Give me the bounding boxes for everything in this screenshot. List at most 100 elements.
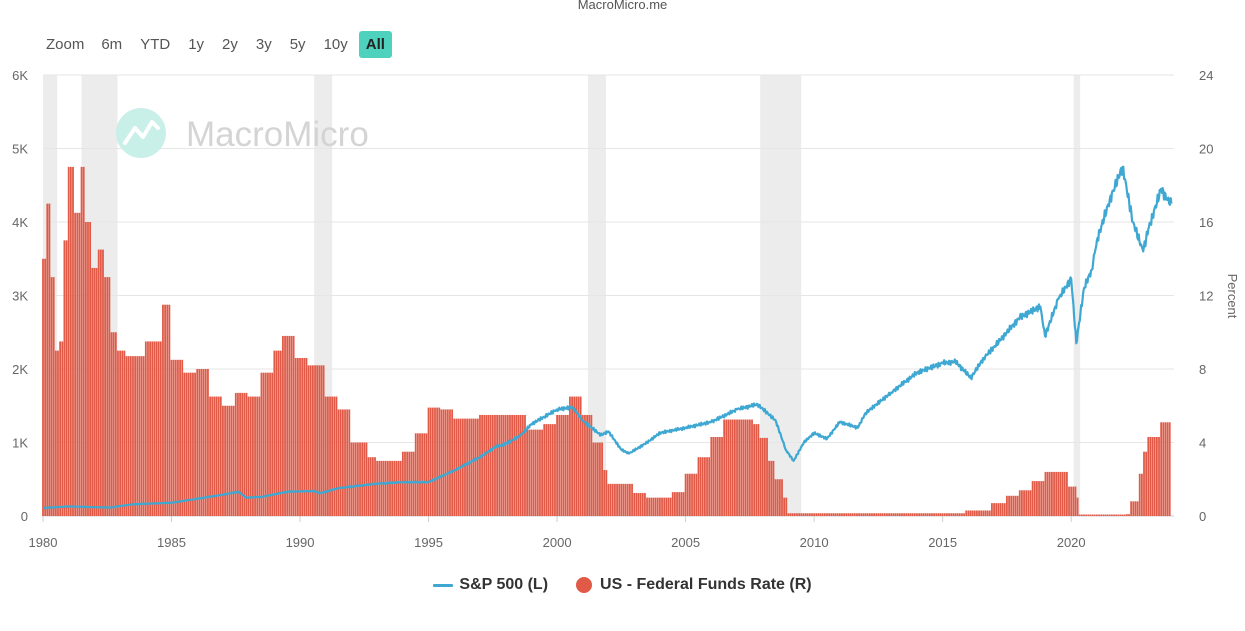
ffr-bar[interactable] [397, 460, 400, 516]
ffr-bar[interactable] [913, 513, 916, 516]
ffr-bar[interactable] [708, 457, 711, 516]
ffr-bar[interactable] [301, 357, 304, 516]
ffr-bar[interactable] [616, 483, 618, 516]
ffr-bar[interactable] [669, 497, 672, 516]
ffr-bar[interactable] [922, 513, 925, 516]
ffr-bar[interactable] [1072, 486, 1075, 516]
ffr-bar[interactable] [307, 365, 310, 516]
ffr-bar[interactable] [371, 457, 374, 516]
ffr-bar[interactable] [624, 483, 627, 516]
ffr-bar[interactable] [378, 460, 381, 516]
ffr-bar[interactable] [701, 457, 704, 516]
ffr-bar[interactable] [316, 365, 319, 516]
ffr-bar[interactable] [757, 424, 760, 516]
ffr-bar[interactable] [211, 396, 214, 516]
ffr-bar[interactable] [1029, 490, 1032, 516]
ffr-bar[interactable] [746, 419, 749, 516]
ffr-bar[interactable] [144, 341, 147, 516]
ffr-bar[interactable] [331, 396, 334, 516]
ffr-bar[interactable] [451, 409, 454, 516]
ffr-bar[interactable] [1038, 481, 1040, 516]
ffr-bar[interactable] [1055, 471, 1058, 516]
ffr-bar[interactable] [153, 341, 156, 516]
ffr-bar[interactable] [961, 513, 963, 516]
ffr-bar[interactable] [1145, 451, 1148, 516]
ffr-bar[interactable] [1021, 490, 1023, 516]
ffr-bar[interactable] [339, 409, 342, 516]
zoom-ytd-button[interactable]: YTD [140, 36, 171, 53]
ffr-bar[interactable] [1051, 471, 1053, 516]
ffr-bar[interactable] [851, 513, 854, 516]
ffr-bar[interactable] [693, 473, 696, 516]
ffr-bar[interactable] [654, 497, 657, 516]
ffr-bar[interactable] [179, 359, 181, 516]
ffr-bar[interactable] [907, 513, 910, 516]
ffr-bar[interactable] [500, 414, 503, 516]
ffr-bar[interactable] [999, 503, 1002, 516]
ffr-bar[interactable] [806, 513, 809, 516]
ffr-bar[interactable] [532, 429, 535, 516]
ffr-bar[interactable] [826, 513, 828, 516]
ffr-bar[interactable] [108, 277, 111, 516]
ffr-bar[interactable] [262, 372, 265, 516]
ffr-bar[interactable] [622, 483, 625, 516]
ffr-bar[interactable] [646, 497, 648, 516]
ffr-bar[interactable] [354, 442, 357, 517]
ffr-bar[interactable] [44, 258, 47, 516]
ffr-bar[interactable] [269, 372, 271, 516]
ffr-bar[interactable] [183, 372, 186, 516]
ffr-bar[interactable] [228, 405, 231, 516]
ffr-bar[interactable] [727, 419, 730, 516]
ffr-bar[interactable] [52, 277, 55, 516]
ffr-bar[interactable] [665, 497, 668, 516]
ffr-bar[interactable] [1042, 481, 1045, 516]
ffr-bar[interactable] [635, 493, 638, 516]
ffr-bar[interactable] [710, 436, 713, 516]
ffr-bar[interactable] [282, 335, 284, 516]
ffr-bar[interactable] [1160, 422, 1163, 516]
ffr-bar[interactable] [121, 350, 124, 516]
ffr-bar[interactable] [736, 419, 738, 516]
legend-item-ffr[interactable]: US - Federal Funds Rate (R) [576, 576, 812, 594]
ffr-bar[interactable] [1168, 422, 1171, 516]
ffr-bar[interactable] [1061, 471, 1064, 516]
ffr-bar[interactable] [1155, 436, 1158, 516]
ffr-bar[interactable] [898, 513, 901, 516]
ffr-bar[interactable] [952, 513, 955, 516]
ffr-bar[interactable] [1057, 471, 1060, 516]
ffr-bar[interactable] [1164, 422, 1167, 516]
ffr-bar[interactable] [890, 513, 893, 516]
ffr-bar[interactable] [796, 513, 798, 516]
ffr-bar[interactable] [596, 442, 599, 517]
ffr-bar[interactable] [374, 457, 376, 516]
ffr-bar[interactable] [661, 497, 663, 516]
ffr-bar[interactable] [132, 356, 134, 516]
ffr-bar[interactable] [566, 414, 569, 516]
ffr-bar[interactable] [946, 513, 948, 516]
ffr-bar[interactable] [684, 473, 687, 516]
ffr-bar[interactable] [811, 513, 813, 516]
ffr-bar[interactable] [1121, 514, 1124, 516]
ffr-bar[interactable] [751, 419, 753, 516]
ffr-bar[interactable] [494, 414, 496, 516]
ffr-bar[interactable] [384, 460, 387, 516]
ffr-bar[interactable] [526, 429, 529, 516]
ffr-bar[interactable] [267, 372, 269, 516]
ffr-bar[interactable] [95, 267, 98, 516]
ffr-bar[interactable] [410, 451, 413, 516]
ffr-bar[interactable] [995, 503, 998, 516]
ffr-bar[interactable] [969, 510, 972, 516]
ffr-bar[interactable] [1085, 514, 1088, 516]
ffr-bar[interactable] [1136, 501, 1139, 516]
ffr-bar[interactable] [986, 510, 989, 516]
ffr-bar[interactable] [656, 497, 659, 516]
legend-item-sp500[interactable]: S&P 500 (L) [433, 576, 548, 594]
ffr-bar[interactable] [973, 510, 976, 516]
ffr-bar[interactable] [644, 493, 646, 516]
ffr-bar[interactable] [376, 460, 379, 516]
ffr-bar[interactable] [1115, 514, 1118, 516]
ffr-bar[interactable] [763, 437, 766, 516]
ffr-bar[interactable] [918, 513, 920, 516]
ffr-bar[interactable] [380, 460, 383, 516]
ffr-bar[interactable] [344, 409, 346, 516]
